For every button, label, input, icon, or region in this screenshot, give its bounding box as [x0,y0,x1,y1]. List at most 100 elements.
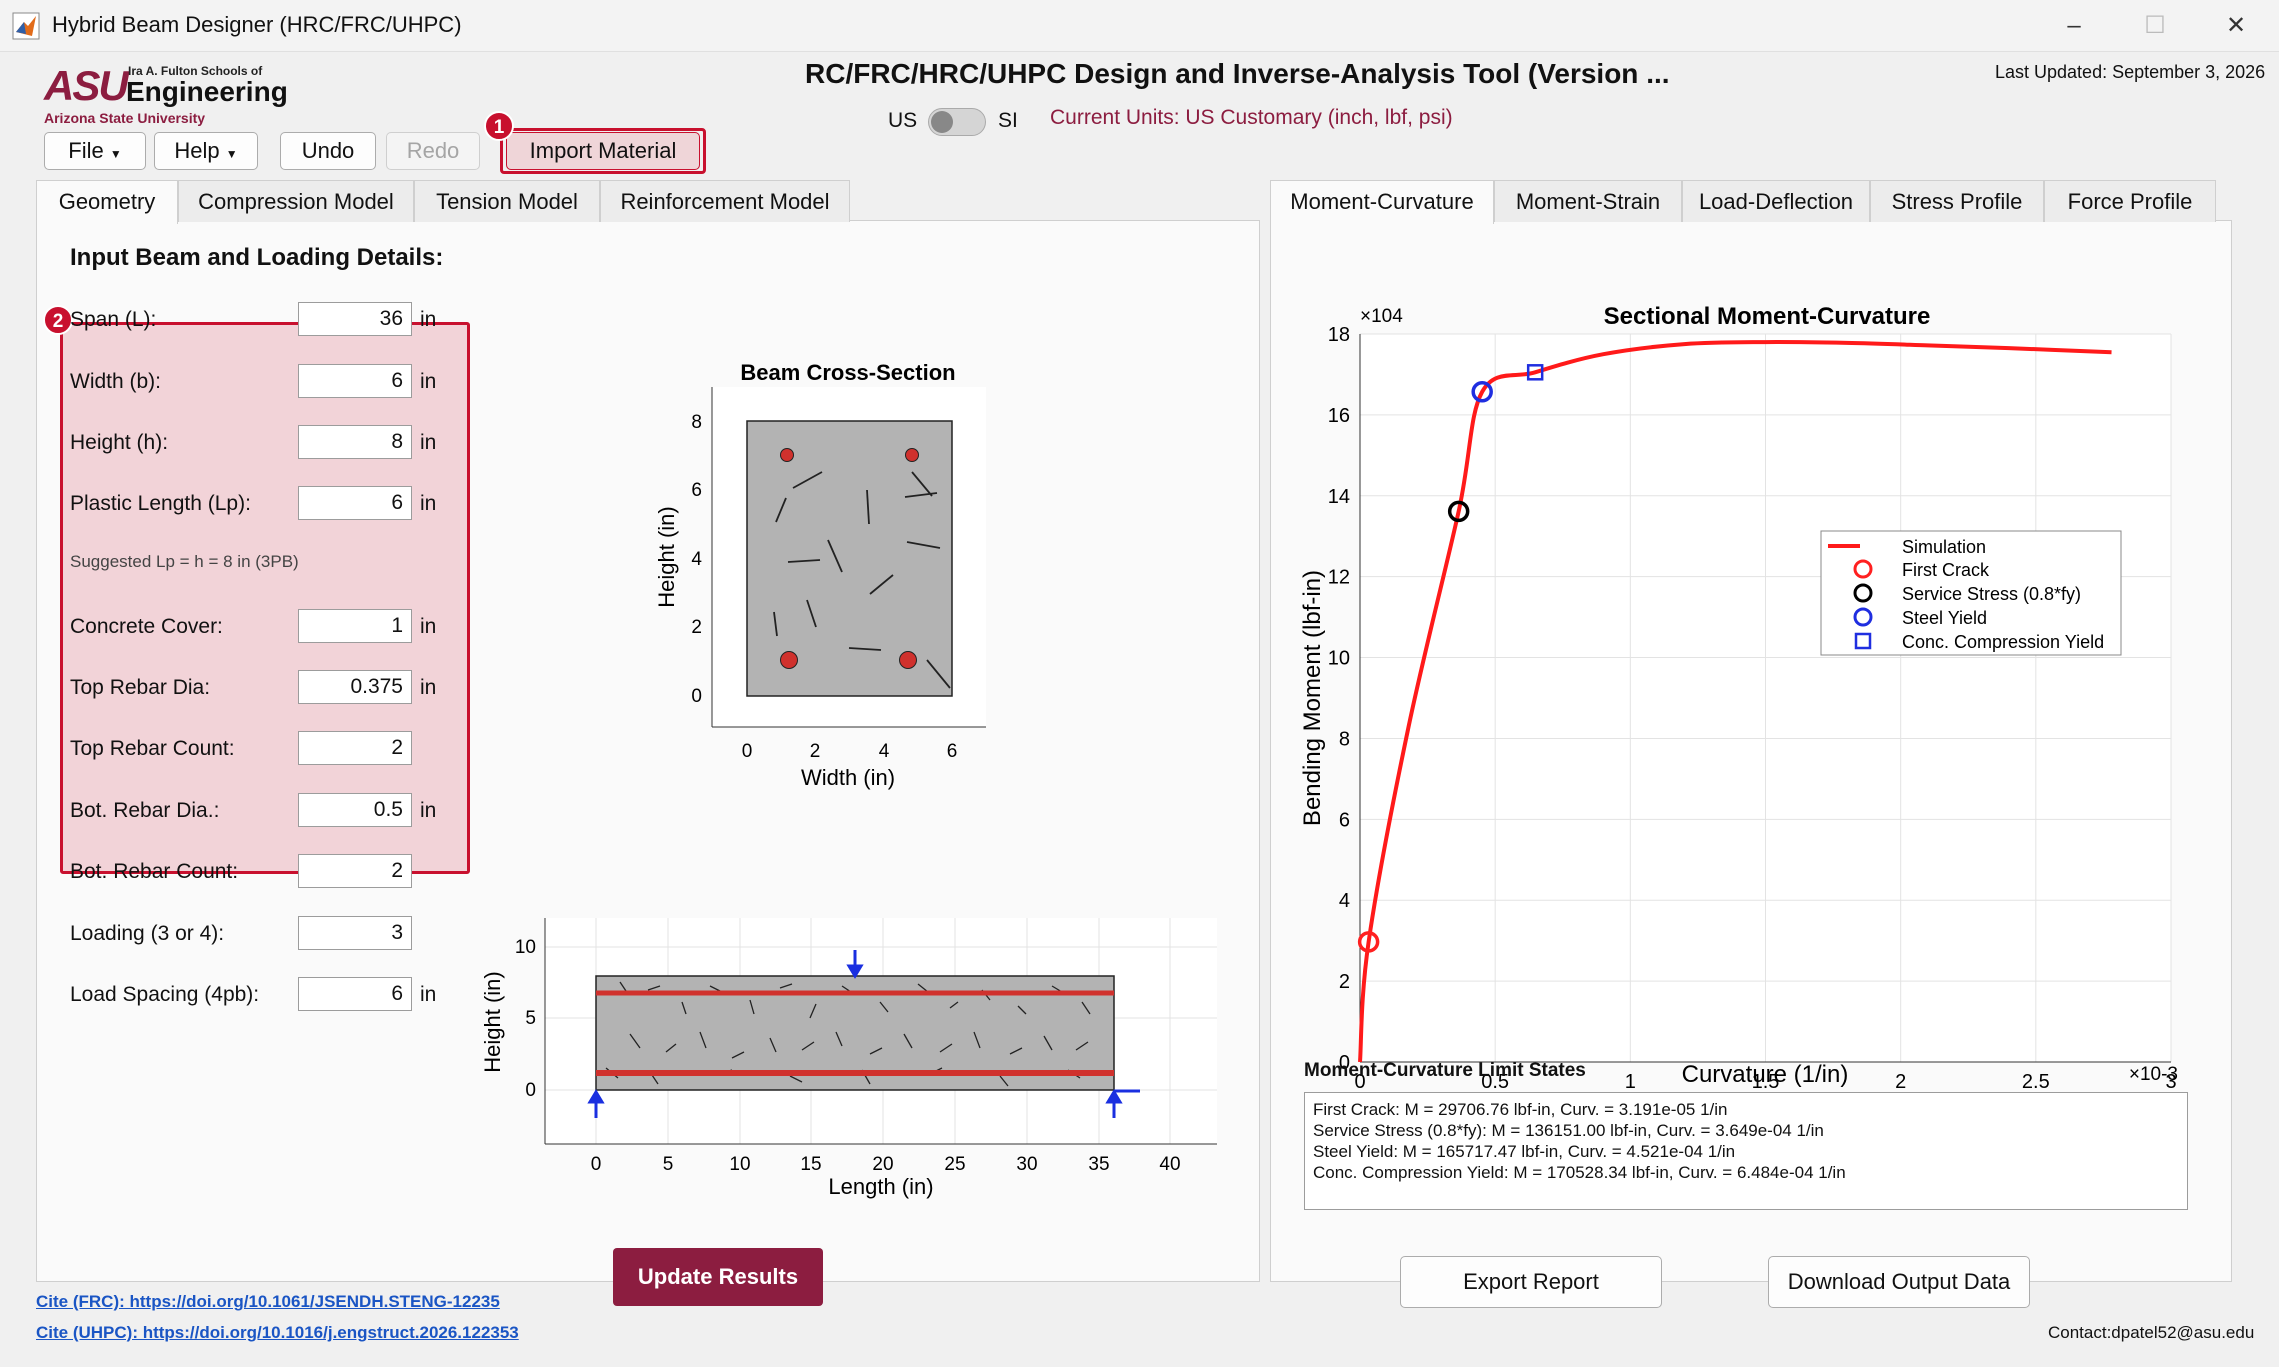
width-input[interactable]: 6 [298,364,412,398]
top-rebar-dia-input[interactable]: 0.375 [298,670,412,704]
height-input[interactable]: 8 [298,425,412,459]
svg-text:0: 0 [591,1154,602,1175]
svg-text:2: 2 [810,741,821,762]
x-tick-label: 1 [1625,1071,1636,1093]
tab-load-deflection[interactable]: Load-Deflection [1682,180,1870,222]
bot-rebar-count-label: Bot. Rebar Count: [70,860,239,883]
cs-xlabel: Width (in) [801,765,895,790]
mc-y-multiplier: ×104 [1360,306,1403,327]
svg-text:5: 5 [525,1008,536,1029]
update-results-button[interactable]: Update Results [613,1248,823,1306]
svg-text:6: 6 [691,480,702,501]
redo-button[interactable]: Redo [386,132,480,170]
elev-xticks: 0 5 10 15 20 25 30 35 40 [591,1154,1181,1175]
svg-text:0: 0 [691,686,702,707]
cite-uhpc-link[interactable]: Cite (UHPC): https://doi.org/10.1016/j.e… [36,1323,519,1342]
tab-tension-model[interactable]: Tension Model [414,180,600,222]
marker-conc-compression-yield [1526,364,1544,381]
limit-conc-yield: Conc. Compression Yield: M = 170528.34 l… [1313,1163,1846,1182]
y-tick-label: 10 [1328,648,1350,670]
legend-simulation: Simulation [1902,537,1986,557]
minimize-button[interactable]: – [2067,12,2081,39]
legend-service-marker [1853,583,1873,603]
units-toggle[interactable] [928,108,986,136]
asu-logo: ASU Ira A. Fulton Schools of Engineering… [40,60,300,130]
bot-rebar-right [899,651,917,669]
svg-text:6: 6 [947,741,958,762]
undo-button[interactable]: Undo [280,132,376,170]
top-rebar-count-input[interactable]: 2 [298,731,412,765]
units-us-label: US [888,109,918,132]
tab-force-profile[interactable]: Force Profile [2044,180,2216,222]
cite-frc-link[interactable]: Cite (FRC): https://doi.org/10.1061/JSEN… [36,1292,500,1311]
tab-stress-profile[interactable]: Stress Profile [1870,180,2044,222]
logo-engineering: Engineering [126,76,288,107]
tab-moment-curvature[interactable]: Moment-Curvature [1270,180,1494,224]
cross-section-rect [746,420,953,697]
y-tick-label: 8 [1339,728,1350,750]
load-spacing-label: Load Spacing (4pb): [70,983,260,1006]
mc-title: Sectional Moment-Curvature [1604,303,1931,330]
app-title: RC/FRC/HRC/UHPC Design and Inverse-Analy… [805,58,1670,89]
import-material-button[interactable]: Import Material [506,132,700,170]
svg-text:25: 25 [944,1154,965,1175]
maximize-button[interactable]: ☐ [2144,12,2166,39]
svg-text:15: 15 [800,1154,821,1175]
download-output-button[interactable]: Download Output Data [1768,1256,2030,1308]
bot-rebar-dia-input[interactable]: 0.5 [298,793,412,827]
svg-text:4: 4 [879,741,890,762]
file-menu-button[interactable]: File ▼ [44,132,146,170]
svg-text:30: 30 [1016,1154,1037,1175]
geometry-heading: Input Beam and Loading Details: [70,244,444,271]
limits-textbox[interactable]: First Crack: M = 29706.76 lbf-in, Curv. … [1304,1092,2188,1210]
tab-compression-model[interactable]: Compression Model [178,180,414,222]
span-input[interactable]: 36 [298,302,412,336]
marker-service-stress-0-8-fy [1447,500,1470,523]
bot-rebar-count-input[interactable]: 2 [298,854,412,888]
svg-text:0: 0 [525,1080,536,1101]
x-tick-label: 0.5 [1481,1071,1509,1093]
logo-university: Arizona State University [44,110,206,126]
svg-text:10: 10 [515,937,536,958]
elevation-chart: 0 5 10 15 20 25 30 35 40 0 5 10 Length (… [480,918,1217,1199]
cross-section-title: Beam Cross-Section [740,360,955,385]
cover-unit: in [420,615,437,638]
caret-down-icon: ▼ [109,147,122,161]
tab-moment-strain[interactable]: Moment-Strain [1494,180,1682,222]
legend-first-crack-marker [1853,559,1873,579]
geometry-highlight [60,322,470,874]
loading-input[interactable]: 3 [298,916,412,950]
cover-label: Concrete Cover: [70,615,223,638]
mc-xlabel: Curvature (1/in) [1682,1061,1849,1088]
close-button[interactable]: ✕ [2225,12,2247,39]
right-tab-bar: Moment-Curvature Moment-Strain Load-Defl… [1270,180,2232,224]
elev-yticks: 0 5 10 [515,937,536,1101]
moment-curvature-chart: Sectional Moment-Curvature 0 0.5 1 1.5 2 2.5 3… [1299,303,2178,1093]
export-report-button[interactable]: Export Report [1400,1256,1662,1308]
left-tab-bar: Geometry Compression Model Tension Model… [36,180,1260,224]
help-label: Help [174,138,220,163]
current-units: Current Units: US Customary (inch, lbf, … [1050,106,1453,129]
help-menu-button[interactable]: Help ▼ [154,132,258,170]
plastic-length-input[interactable]: 6 [298,486,412,520]
mc-x-multiplier: ×10-3 [2129,1064,2178,1085]
elev-xlabel: Length (in) [828,1174,933,1199]
toggle-knob [931,111,953,133]
limit-first-crack: First Crack: M = 29706.76 lbf-in, Curv. … [1313,1100,1728,1119]
width-label: Width (b): [70,370,162,393]
legend-conc-yield: Conc. Compression Yield [1902,632,2104,652]
mc-legend: Simulation First Crack Service Stress (0… [1820,530,2122,656]
legend-service: Service Stress (0.8*fy) [1902,584,2081,604]
load-spacing-input[interactable]: 6 [298,977,412,1011]
legend-steel-yield: Steel Yield [1902,608,1987,628]
tab-reinforcement-model[interactable]: Reinforcement Model [600,180,850,222]
tab-geometry[interactable]: Geometry [36,180,178,224]
svg-text:35: 35 [1088,1154,1109,1175]
step-badge-1: 1 [484,111,514,141]
top-rebar-right [905,448,919,462]
legend-conc-yield-marker [1854,632,1872,650]
cover-input[interactable]: 1 [298,609,412,643]
height-label: Height (h): [70,431,169,454]
x-tick-label: 2 [1895,1071,1906,1093]
import-highlight [500,128,706,174]
